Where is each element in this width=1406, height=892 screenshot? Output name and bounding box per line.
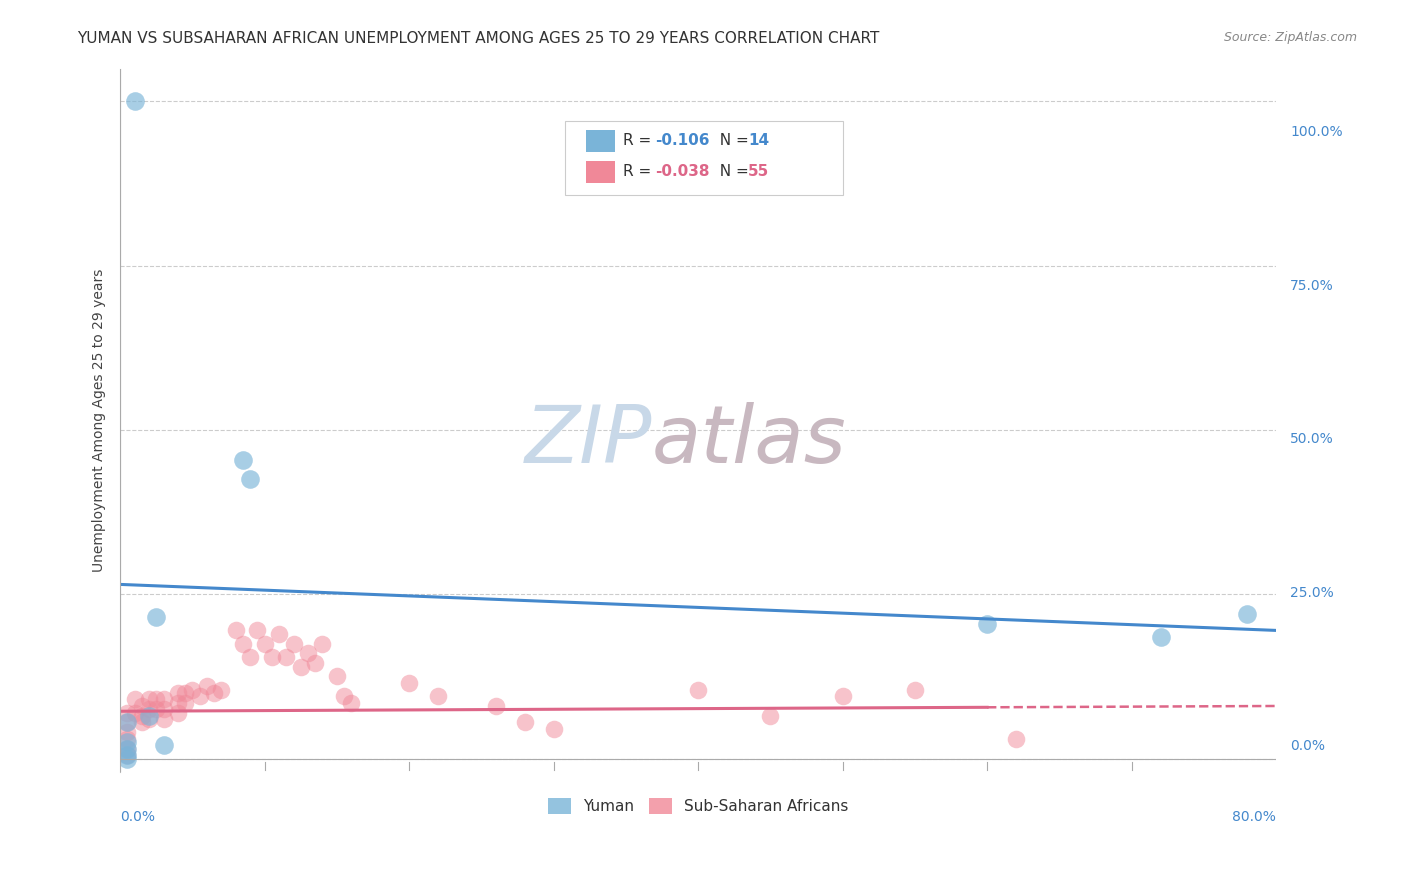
- Point: [117, 741, 139, 756]
- Point: [283, 636, 305, 650]
- Text: 75.0%: 75.0%: [1289, 278, 1334, 293]
- Point: [246, 624, 269, 638]
- Point: [232, 452, 254, 467]
- Point: [904, 682, 927, 697]
- Point: [398, 676, 420, 690]
- Point: [131, 715, 153, 730]
- Point: [117, 725, 139, 739]
- Point: [485, 698, 508, 713]
- Point: [167, 706, 190, 720]
- Point: [209, 682, 232, 697]
- Point: [239, 472, 262, 486]
- FancyBboxPatch shape: [565, 121, 842, 195]
- Point: [326, 669, 349, 683]
- Point: [131, 698, 153, 713]
- Point: [1005, 731, 1028, 746]
- Point: [1236, 607, 1258, 621]
- Point: [297, 647, 319, 661]
- Point: [759, 709, 782, 723]
- Point: [117, 715, 139, 730]
- Point: [117, 735, 139, 749]
- Point: [117, 715, 139, 730]
- Text: N =: N =: [710, 164, 754, 179]
- Point: [117, 706, 139, 720]
- Point: [145, 610, 167, 624]
- Point: [124, 95, 146, 109]
- FancyBboxPatch shape: [586, 161, 614, 183]
- Text: ZIP: ZIP: [524, 402, 652, 480]
- Text: -0.038: -0.038: [655, 164, 710, 179]
- Point: [260, 649, 283, 664]
- Point: [167, 686, 190, 700]
- Point: [117, 731, 139, 746]
- Point: [276, 649, 298, 664]
- Text: YUMAN VS SUBSAHARAN AFRICAN UNEMPLOYMENT AMONG AGES 25 TO 29 YEARS CORRELATION C: YUMAN VS SUBSAHARAN AFRICAN UNEMPLOYMENT…: [77, 31, 880, 46]
- Point: [138, 692, 160, 706]
- Point: [232, 636, 254, 650]
- Legend: Yuman, Sub-Saharan Africans: Yuman, Sub-Saharan Africans: [541, 792, 855, 821]
- Point: [152, 702, 174, 716]
- Point: [304, 657, 326, 671]
- Point: [976, 616, 998, 631]
- Point: [311, 636, 333, 650]
- Point: [253, 636, 276, 650]
- Text: 50.0%: 50.0%: [1289, 433, 1334, 446]
- Point: [138, 712, 160, 726]
- Point: [145, 702, 167, 716]
- Y-axis label: Unemployment Among Ages 25 to 29 years: Unemployment Among Ages 25 to 29 years: [93, 268, 107, 572]
- Point: [269, 626, 291, 640]
- Point: [181, 682, 204, 697]
- Point: [145, 692, 167, 706]
- Text: 80.0%: 80.0%: [1232, 810, 1277, 824]
- Text: atlas: atlas: [652, 402, 846, 480]
- Text: 0.0%: 0.0%: [1289, 739, 1324, 753]
- Text: 14: 14: [748, 134, 769, 148]
- Point: [513, 715, 536, 730]
- Text: R =: R =: [623, 164, 657, 179]
- Point: [152, 692, 174, 706]
- Point: [188, 689, 211, 703]
- Point: [117, 751, 139, 765]
- Point: [138, 709, 160, 723]
- Point: [124, 706, 146, 720]
- Text: 25.0%: 25.0%: [1289, 586, 1334, 599]
- Text: R =: R =: [623, 134, 657, 148]
- Text: 100.0%: 100.0%: [1289, 125, 1343, 139]
- Point: [427, 689, 450, 703]
- Point: [688, 682, 710, 697]
- Point: [167, 696, 190, 710]
- Point: [174, 696, 197, 710]
- Point: [333, 689, 356, 703]
- Text: 0.0%: 0.0%: [121, 810, 155, 824]
- Point: [174, 686, 197, 700]
- Point: [117, 741, 139, 756]
- Point: [1149, 630, 1171, 644]
- Point: [195, 679, 218, 693]
- Point: [202, 686, 225, 700]
- Point: [117, 748, 139, 763]
- Point: [131, 709, 153, 723]
- Text: N =: N =: [710, 134, 754, 148]
- Text: Source: ZipAtlas.com: Source: ZipAtlas.com: [1223, 31, 1357, 45]
- Point: [225, 624, 247, 638]
- Text: -0.106: -0.106: [655, 134, 710, 148]
- FancyBboxPatch shape: [586, 129, 614, 153]
- Point: [239, 649, 262, 664]
- Point: [831, 689, 853, 703]
- Point: [543, 722, 565, 736]
- Text: 55: 55: [748, 164, 769, 179]
- Point: [290, 659, 312, 673]
- Point: [117, 748, 139, 763]
- Point: [340, 696, 363, 710]
- Point: [152, 739, 174, 753]
- Point: [152, 712, 174, 726]
- Point: [138, 702, 160, 716]
- Point: [124, 692, 146, 706]
